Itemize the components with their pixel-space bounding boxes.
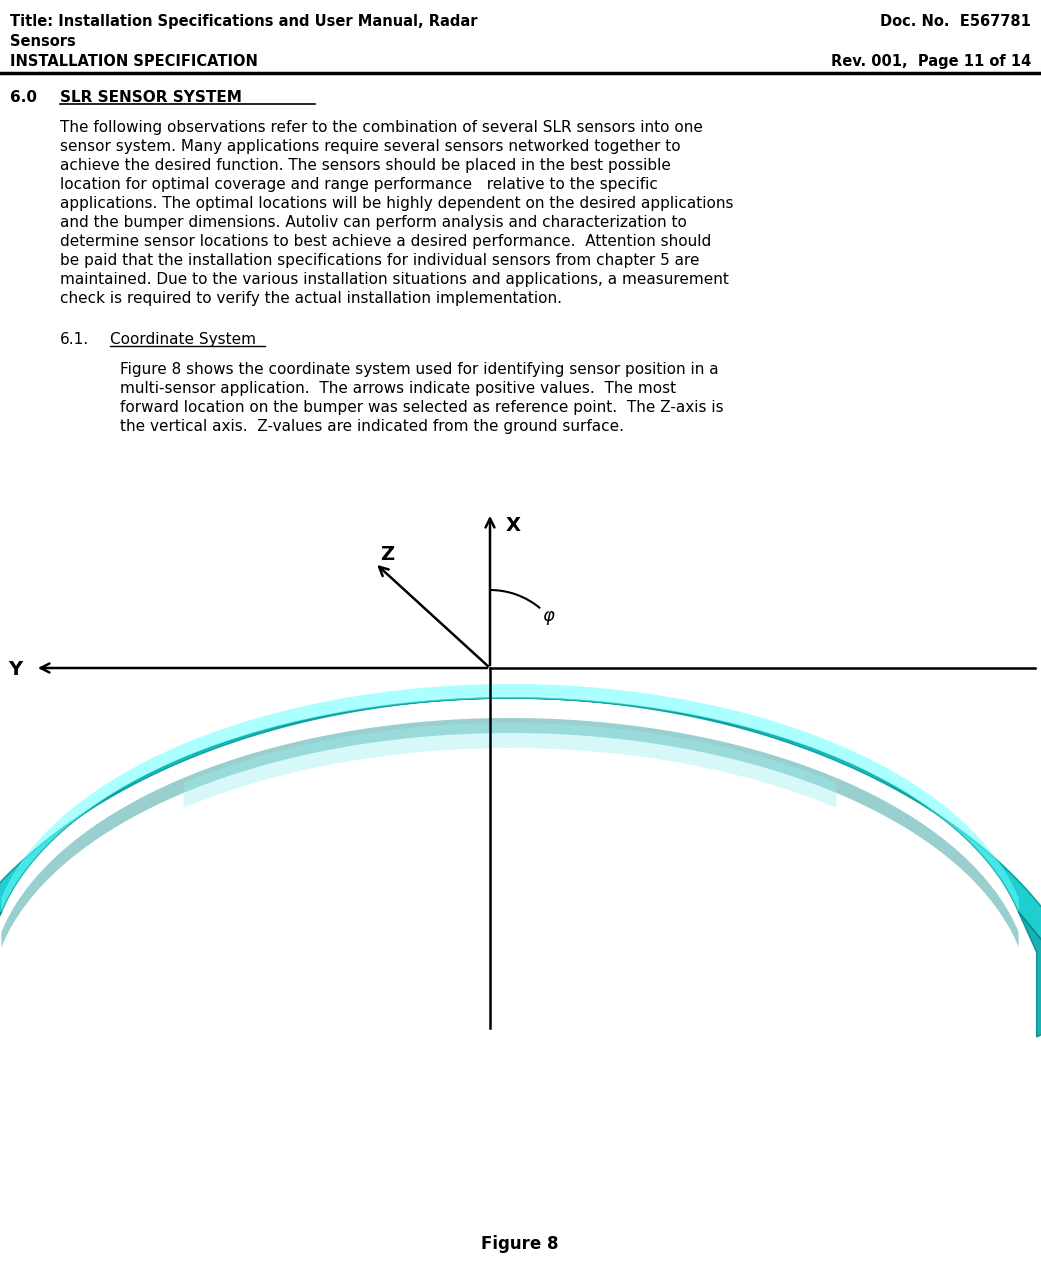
Text: forward location on the bumper was selected as reference point.  The Z-axis is: forward location on the bumper was selec… — [120, 400, 723, 415]
Text: 6.0: 6.0 — [10, 90, 37, 104]
Text: Figure 8 shows the coordinate system used for identifying sensor position in a: Figure 8 shows the coordinate system use… — [120, 362, 718, 377]
Text: maintained. Due to the various installation situations and applications, a measu: maintained. Due to the various installat… — [60, 272, 729, 286]
Text: Coordinate System: Coordinate System — [110, 332, 256, 348]
Text: φ: φ — [542, 607, 554, 625]
Text: Figure 8: Figure 8 — [481, 1235, 559, 1253]
Text: The following observations refer to the combination of several SLR sensors into : The following observations refer to the … — [60, 120, 703, 135]
Text: 6.1.: 6.1. — [60, 332, 90, 348]
Text: achieve the desired function. The sensors should be placed in the best possible: achieve the desired function. The sensor… — [60, 158, 670, 173]
Text: Title: Installation Specifications and User Manual, Radar: Title: Installation Specifications and U… — [10, 14, 478, 29]
Polygon shape — [1019, 913, 1041, 1037]
Polygon shape — [1, 684, 1019, 913]
Text: Rev. 001,  Page 11 of 14: Rev. 001, Page 11 of 14 — [831, 53, 1031, 69]
Text: be paid that the installation specifications for individual sensors from chapter: be paid that the installation specificat… — [60, 253, 700, 269]
Text: applications. The optimal locations will be highly dependent on the desired appl: applications. The optimal locations will… — [60, 196, 734, 211]
Text: multi-sensor application.  The arrows indicate positive values.  The most: multi-sensor application. The arrows ind… — [120, 381, 676, 396]
Polygon shape — [183, 723, 836, 808]
Text: determine sensor locations to best achieve a desired performance.  Attention sho: determine sensor locations to best achie… — [60, 234, 711, 250]
Text: and the bumper dimensions. Autoliv can perform analysis and characterization to: and the bumper dimensions. Autoliv can p… — [60, 215, 687, 230]
Text: Sensors: Sensors — [10, 34, 76, 48]
Text: INSTALLATION SPECIFICATION: INSTALLATION SPECIFICATION — [10, 53, 258, 69]
Polygon shape — [0, 698, 1041, 1007]
Polygon shape — [1, 718, 1019, 947]
Text: SLR SENSOR SYSTEM: SLR SENSOR SYSTEM — [60, 90, 242, 104]
Text: Z: Z — [380, 545, 395, 564]
Text: location for optimal coverage and range performance   relative to the specific: location for optimal coverage and range … — [60, 177, 658, 192]
Text: the vertical axis.  Z-values are indicated from the ground surface.: the vertical axis. Z-values are indicate… — [120, 419, 624, 434]
Text: Doc. No.  E567781: Doc. No. E567781 — [880, 14, 1031, 29]
Text: Y: Y — [8, 659, 22, 679]
Polygon shape — [0, 913, 1, 1037]
Text: sensor system. Many applications require several sensors networked together to: sensor system. Many applications require… — [60, 139, 681, 154]
Text: check is required to verify the actual installation implementation.: check is required to verify the actual i… — [60, 292, 562, 306]
Text: X: X — [506, 516, 520, 535]
